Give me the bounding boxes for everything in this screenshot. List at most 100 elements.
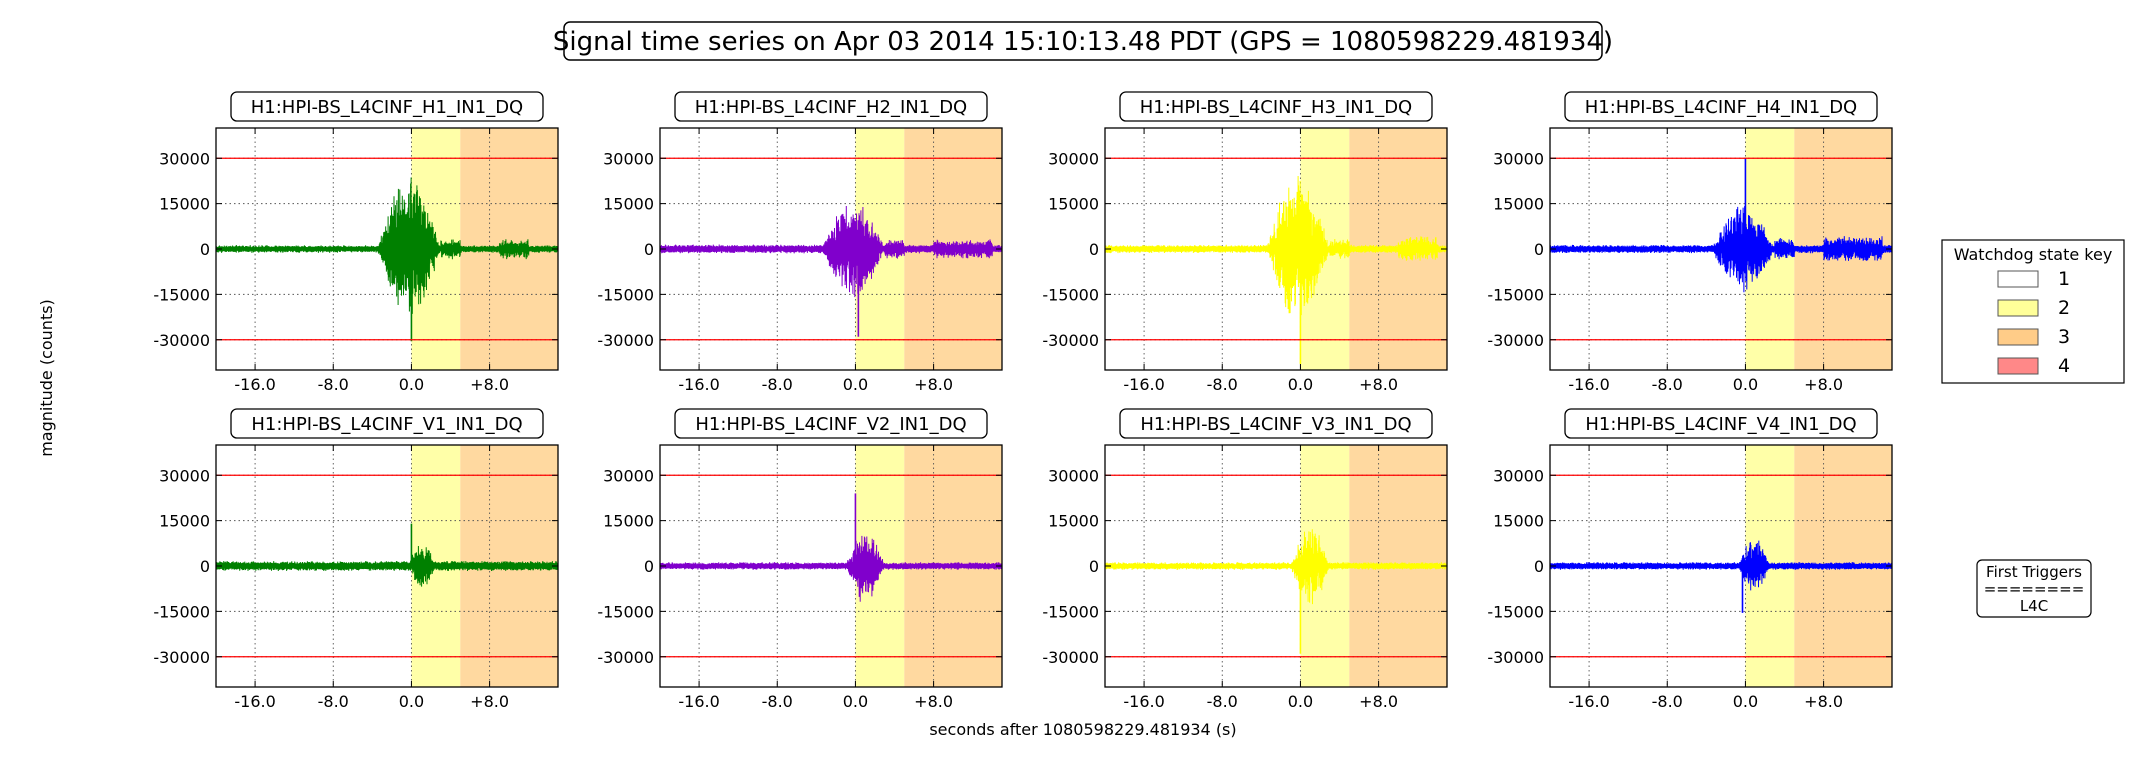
subplot-title: H1:HPI-BS_L4CINF_H2_IN1_DQ	[695, 97, 967, 118]
x-tick-label: 0.0	[1733, 375, 1758, 394]
y-tick-label: -15000	[1042, 602, 1099, 621]
y-tick-label: 30000	[159, 149, 210, 168]
subplot-title-box	[1564, 408, 1878, 439]
subplot-title: H1:HPI-BS_L4CINF_H3_IN1_DQ	[1140, 97, 1412, 118]
signal-trace	[1549, 540, 1893, 591]
y-tick-label: -30000	[597, 648, 654, 667]
legend-title: Watchdog state key	[1954, 245, 2113, 264]
subplot-grid: -16.0 -8.0 0.0 +8.0 30000 15000 0 -15000 -30000 H…	[153, 91, 1893, 711]
y-tick-label: -15000	[153, 285, 210, 304]
subplot-title: H1:HPI-BS_L4CINF_V1_IN1_DQ	[251, 414, 522, 435]
y-tick-label: -30000	[1487, 331, 1544, 350]
subplot: -16.0 -8.0 0.0 +8.0 30000 15000 0 -15000 -30000 H…	[1042, 91, 1448, 394]
x-axis-label: seconds after 1080598229.481934 (s)	[929, 720, 1236, 739]
legend-label: 1	[2058, 268, 2070, 290]
y-tick-label: 15000	[1493, 195, 1544, 214]
legend-swatch	[1997, 299, 2039, 317]
signal-trace	[215, 545, 559, 587]
figure-title-text: Signal time series on Apr 03 2014 15:10:…	[553, 27, 1613, 57]
first-triggers-separator: ========	[1984, 580, 2085, 598]
legend-label: 4	[2058, 355, 2070, 377]
y-tick-label: -15000	[1042, 285, 1099, 304]
y-tick-label: 15000	[603, 512, 654, 531]
y-tick-label: 0	[1089, 240, 1099, 259]
y-tick-label: -30000	[1487, 648, 1544, 667]
y-tick-label: -15000	[1487, 602, 1544, 621]
legend-swatch	[1997, 357, 2039, 375]
x-tick-label: -8.0	[318, 692, 349, 711]
y-tick-label: 15000	[1048, 195, 1099, 214]
x-tick-label: 0.0	[399, 375, 424, 394]
x-tick-label: -8.0	[1207, 692, 1238, 711]
subplot-title: H1:HPI-BS_L4CINF_V4_IN1_DQ	[1585, 414, 1856, 435]
subplot-title-box	[674, 91, 988, 122]
legend-label: 2	[2058, 297, 2070, 319]
y-tick-label: -15000	[1487, 285, 1544, 304]
x-tick-label: +8.0	[1359, 692, 1398, 711]
subplot: -16.0 -8.0 0.0 +8.0 30000 15000 0 -15000 -30000 H…	[597, 408, 1003, 711]
subplot: -16.0 -8.0 0.0 +8.0 30000 15000 0 -15000 -30000 H…	[1042, 408, 1448, 711]
subplot-title: H1:HPI-BS_L4CINF_V2_IN1_DQ	[695, 414, 966, 435]
x-tick-label: +8.0	[470, 375, 509, 394]
y-tick-label: 0	[644, 240, 654, 259]
y-tick-label: 30000	[1493, 149, 1544, 168]
x-tick-label: +8.0	[1804, 692, 1843, 711]
first-triggers-heading: First Triggers	[1986, 563, 2082, 581]
legend-swatch	[1997, 270, 2039, 288]
subplot-title-box	[1119, 91, 1433, 122]
signal-trace	[659, 535, 1003, 602]
subplot-title: H1:HPI-BS_L4CINF_H1_IN1_DQ	[251, 97, 523, 118]
y-tick-label: 15000	[603, 195, 654, 214]
y-tick-label: 30000	[603, 466, 654, 485]
subplot-title-box	[674, 408, 988, 439]
y-tick-label: 30000	[159, 466, 210, 485]
y-tick-label: -30000	[1042, 648, 1099, 667]
y-tick-label: 0	[1089, 557, 1099, 576]
legend-label: 3	[2058, 326, 2070, 348]
subplot-title: H1:HPI-BS_L4CINF_H4_IN1_DQ	[1585, 97, 1857, 118]
x-tick-label: -16.0	[234, 692, 275, 711]
x-tick-label: 0.0	[843, 375, 868, 394]
x-tick-label: -16.0	[678, 375, 719, 394]
signal-trace	[659, 205, 1003, 298]
subplot-title-box	[230, 408, 544, 439]
y-axis-label: magnitude (counts)	[37, 299, 56, 457]
y-tick-label: 30000	[1493, 466, 1544, 485]
x-tick-label: 0.0	[399, 692, 424, 711]
subplot-title-box	[230, 91, 544, 122]
y-tick-label: 0	[1534, 240, 1544, 259]
x-tick-label: +8.0	[914, 375, 953, 394]
x-tick-label: -16.0	[1568, 692, 1609, 711]
y-tick-label: -15000	[597, 602, 654, 621]
x-tick-label: -8.0	[762, 375, 793, 394]
y-tick-label: -15000	[597, 285, 654, 304]
signal-trace	[1104, 175, 1448, 316]
legend: Watchdog state key 1 2 3 4	[1941, 239, 2125, 384]
x-tick-label: -16.0	[678, 692, 719, 711]
y-tick-label: -30000	[1042, 331, 1099, 350]
x-tick-label: -8.0	[762, 692, 793, 711]
x-tick-label: +8.0	[1359, 375, 1398, 394]
x-tick-label: +8.0	[470, 692, 509, 711]
x-tick-label: -8.0	[1207, 375, 1238, 394]
x-tick-label: 0.0	[1288, 375, 1313, 394]
signal-trace	[215, 177, 559, 314]
y-tick-label: 15000	[159, 195, 210, 214]
subplot-title: H1:HPI-BS_L4CINF_V3_IN1_DQ	[1140, 414, 1411, 435]
subplot: -16.0 -8.0 0.0 +8.0 30000 15000 0 -15000 -30000 H…	[153, 408, 559, 711]
subplot-title-box	[1119, 408, 1433, 439]
subplot: -16.0 -8.0 0.0 +8.0 30000 15000 0 -15000 -30000 H…	[153, 91, 559, 394]
first-triggers-frame	[1976, 559, 2092, 618]
y-tick-label: 30000	[1048, 466, 1099, 485]
x-tick-label: 0.0	[843, 692, 868, 711]
x-tick-label: +8.0	[914, 692, 953, 711]
y-tick-label: 0	[200, 240, 210, 259]
signal-trace	[1104, 529, 1448, 605]
subplot: -16.0 -8.0 0.0 +8.0 30000 15000 0 -15000 -30000 H…	[597, 91, 1003, 394]
y-tick-label: -30000	[153, 648, 210, 667]
x-tick-label: -16.0	[234, 375, 275, 394]
x-tick-label: -16.0	[1123, 375, 1164, 394]
signal-trace	[1549, 206, 1893, 293]
x-tick-label: +8.0	[1804, 375, 1843, 394]
